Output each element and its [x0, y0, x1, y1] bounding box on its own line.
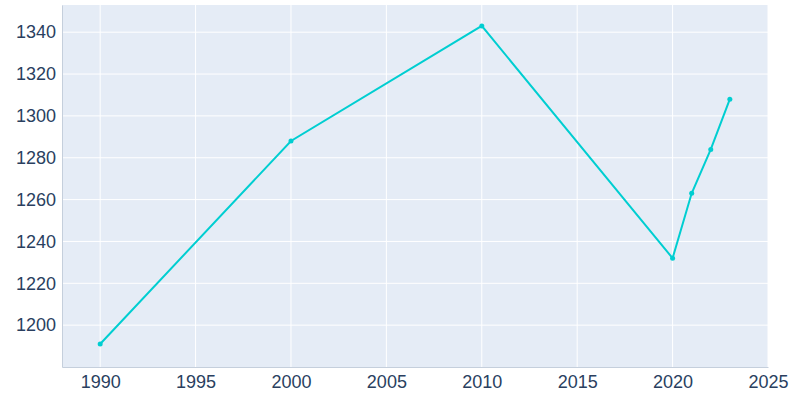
series	[98, 23, 733, 346]
plot-background	[62, 5, 768, 367]
grid	[62, 5, 768, 367]
point	[689, 191, 694, 196]
line	[100, 26, 730, 344]
x-tick: 2020	[653, 367, 693, 392]
x-tick: 2010	[462, 367, 502, 392]
plot: 1990 1995 2000 2005 2010 2015 2020 2025 1200 1220…	[16, 5, 789, 392]
y-tick-label: 1200	[16, 315, 56, 335]
y-axis-line	[62, 6, 63, 368]
x-tick-label: 2025	[748, 372, 788, 392]
x-axis-line	[63, 367, 769, 368]
x-tick: 2005	[367, 367, 407, 392]
y-tick-label: 1240	[16, 232, 56, 252]
y-tick-label: 1320	[16, 64, 56, 84]
x-grid-line	[768, 5, 769, 367]
y-grid-line	[62, 74, 768, 75]
x-grid-line	[481, 5, 482, 367]
x-tick: 1990	[81, 367, 121, 392]
x-tick: 2000	[271, 367, 311, 392]
x-grid-line	[386, 5, 387, 367]
x-tick-label: 1990	[81, 372, 121, 392]
y-tick: 1300	[16, 106, 62, 126]
x-tick-label: 2000	[271, 372, 311, 392]
point	[727, 97, 732, 102]
y-grid-line	[62, 283, 768, 284]
x-tick: 2025	[748, 367, 788, 392]
x-tick: 1995	[176, 367, 216, 392]
x-tick: 2015	[558, 367, 598, 392]
y-grid-line	[62, 157, 768, 158]
x-tick-label: 2020	[653, 372, 693, 392]
y-tick-label: 1300	[16, 106, 56, 126]
point	[670, 256, 675, 261]
y-tick: 1280	[16, 148, 62, 168]
x-tick-label: 2015	[558, 372, 598, 392]
point	[98, 341, 103, 346]
y-tick-label: 1220	[16, 274, 56, 294]
y-tick: 1340	[16, 22, 62, 42]
x-grid-line	[195, 5, 196, 367]
y-tick-label: 1260	[16, 190, 56, 210]
y-grid-line	[62, 325, 768, 326]
point	[708, 147, 713, 152]
y-tick-label: 1340	[16, 22, 56, 42]
y-axis: 1200 1220 1240 1260 1280 1300 1320 1340	[16, 6, 63, 368]
x-tick-label: 1995	[176, 372, 216, 392]
x-grid-line	[100, 5, 101, 367]
y-tick: 1220	[16, 274, 62, 294]
x-grid-line	[577, 5, 578, 367]
y-grid-line	[62, 32, 768, 33]
x-axis: 1990 1995 2000 2005 2010 2015 2020 2025	[63, 367, 789, 392]
x-grid-line	[672, 5, 673, 367]
y-tick: 1260	[16, 190, 62, 210]
y-grid-line	[62, 241, 768, 242]
point	[288, 139, 293, 144]
y-tick: 1200	[16, 315, 62, 335]
x-tick-label: 2010	[462, 372, 502, 392]
point	[479, 23, 484, 28]
y-grid-line	[62, 199, 768, 200]
x-tick-label: 2005	[367, 372, 407, 392]
y-tick: 1320	[16, 64, 62, 84]
x-grid-line	[290, 5, 291, 367]
y-tick-label: 1280	[16, 148, 56, 168]
y-tick: 1240	[16, 232, 62, 252]
chart: 1990 1995 2000 2005 2010 2015 2020 2025 1200 1220…	[0, 0, 800, 400]
y-grid-line	[62, 115, 768, 116]
